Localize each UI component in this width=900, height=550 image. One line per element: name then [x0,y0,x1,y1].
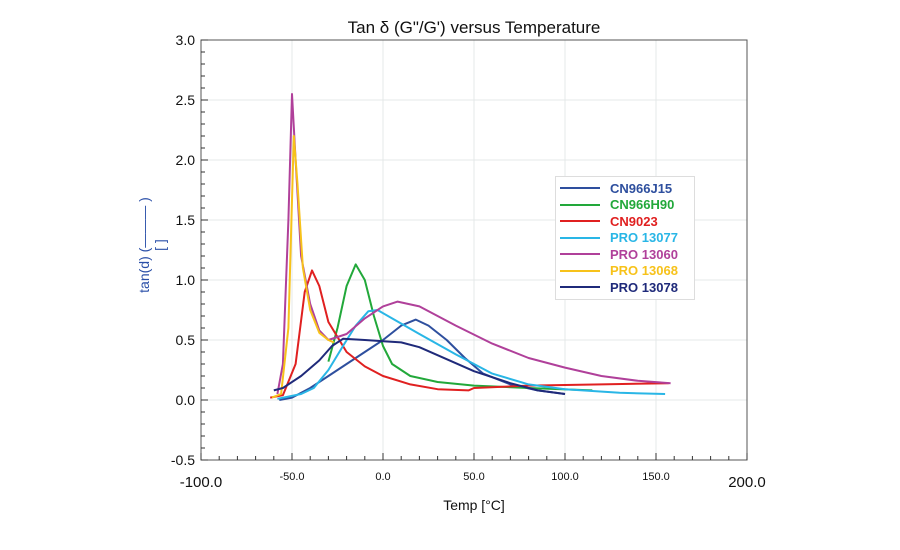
x-axis-label: Temp [°C] [443,497,505,513]
series-line-pro-13078 [273,337,566,395]
y-tick-label: -0.5 [171,452,195,468]
series-line-cn966h90 [327,263,593,392]
x-tick-label: 0.0 [375,471,390,483]
legend-item: PRO 13077 [560,230,690,247]
legend-label: CN966J15 [610,180,673,196]
legend-swatch [560,187,600,190]
legend-item: PRO 13078 [560,279,690,296]
legend-label: PRO 13068 [610,263,678,279]
legend-item: PRO 13060 [560,246,690,263]
x-tick-label: -50.0 [279,471,304,483]
x-tick-label: -100.0 [180,474,223,491]
legend-item: CN966J15 [560,180,690,197]
y-tick-label: 1.0 [176,272,196,288]
y-tick-label: 2.5 [176,92,196,108]
y-tick-label: 2.0 [176,152,196,168]
legend-swatch [560,236,600,239]
legend-label: PRO 13060 [610,246,678,262]
series-line-pro-13077 [277,309,666,400]
y-axis-label-line2: [ ] [152,239,168,251]
x-tick-label: 200.0 [728,474,766,491]
x-tick-label: 50.0 [463,471,484,483]
x-tick-label: 100.0 [551,471,579,483]
legend-swatch [560,253,600,256]
legend-item: PRO 13068 [560,263,690,280]
y-tick-label: 3.0 [176,32,196,48]
legend-swatch [560,286,600,289]
legend-label: CN966H90 [610,197,675,213]
legend-swatch [560,269,600,272]
legend-item: CN966H90 [560,197,690,214]
series-line-pro-13060 [276,93,671,395]
legend-label: PRO 13078 [610,279,678,295]
series-line-cn9023 [270,269,669,399]
y-axis-label: tan(d) (——— ) [ ] [136,197,168,293]
y-tick-label: 0.0 [176,392,196,408]
legend-swatch [560,203,600,206]
y-tick-label: 1.5 [176,212,196,228]
x-tick-label: 150.0 [642,471,670,483]
legend-label: PRO 13077 [610,230,678,246]
y-axis-label-line1: tan(d) (——— ) [136,197,152,293]
legend-label: CN9023 [610,213,658,229]
series-line-pro-13068 [271,135,335,399]
chart-title: Tan δ (G"/G') versus Temperature [347,18,601,37]
legend: CN966J15 CN966H90 CN9023 PRO 13077 PRO 13060… [555,176,695,300]
legend-item: CN9023 [560,213,690,230]
legend-swatch [560,220,600,223]
y-tick-label: 0.5 [176,332,196,348]
